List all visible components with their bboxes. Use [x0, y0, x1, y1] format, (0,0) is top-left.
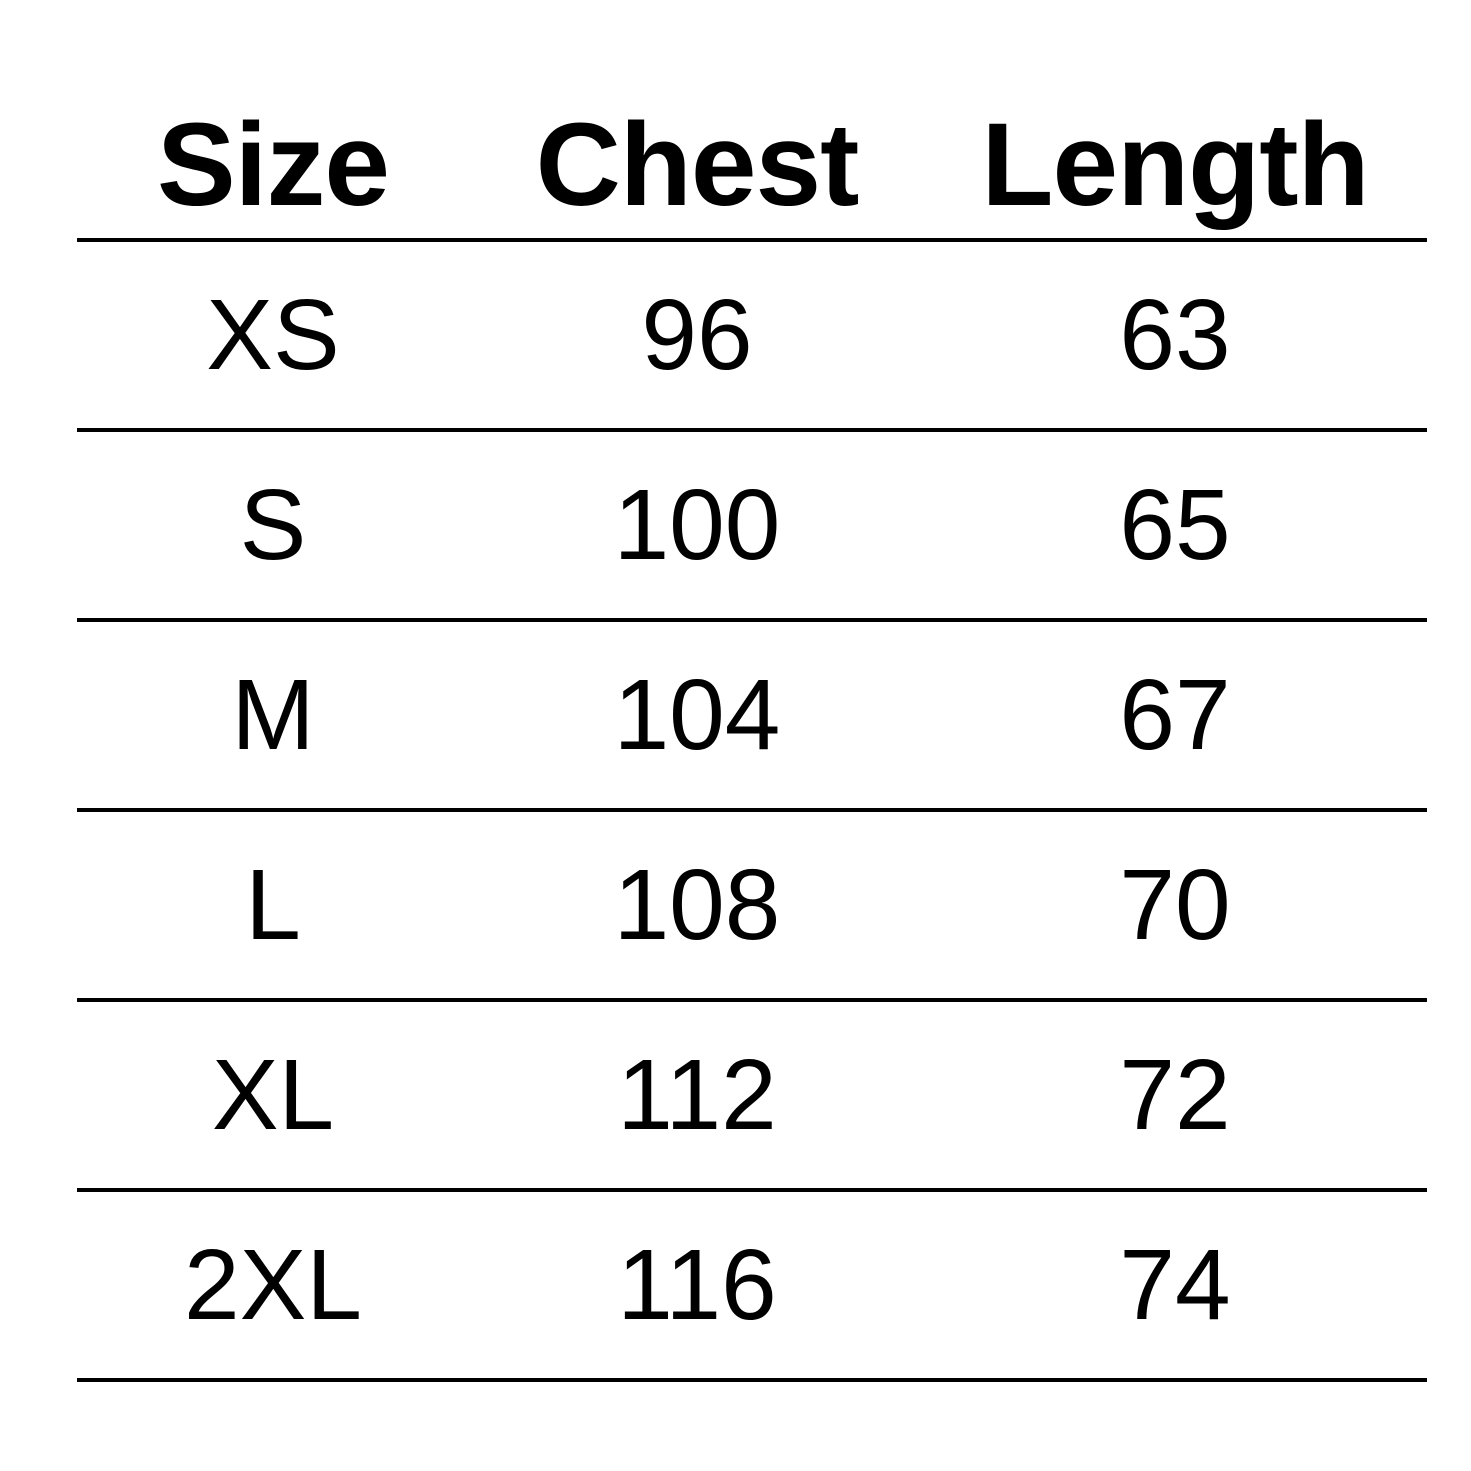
length-cell: 74 — [1119, 1228, 1231, 1341]
table-row: 2XL 116 74 — [77, 1190, 1427, 1380]
table-row: L 108 70 — [77, 810, 1427, 1000]
length-cell: 65 — [1119, 468, 1231, 581]
table-row: M 104 67 — [77, 620, 1427, 810]
divider — [77, 1378, 1427, 1382]
table-row: XS 96 63 — [77, 240, 1427, 430]
length-cell: 70 — [1119, 848, 1231, 961]
length-cell: 63 — [1119, 278, 1231, 391]
divider — [77, 618, 1427, 622]
divider — [77, 238, 1427, 242]
chest-cell: 104 — [613, 658, 781, 771]
divider — [77, 998, 1427, 1002]
header-length: Length — [981, 99, 1369, 231]
chest-cell: 108 — [613, 848, 781, 961]
header-size: Size — [156, 99, 390, 231]
chest-cell: 112 — [617, 1038, 777, 1151]
header-chest: Chest — [535, 99, 860, 231]
size-cell: XS — [206, 278, 340, 391]
length-cell: 72 — [1119, 1038, 1231, 1151]
size-cell: XL — [211, 1038, 335, 1151]
size-cell: M — [231, 658, 315, 771]
table-row: XL 112 72 — [77, 1000, 1427, 1190]
divider — [77, 808, 1427, 812]
chest-cell: 96 — [641, 278, 753, 391]
divider — [77, 1188, 1427, 1192]
size-cell: L — [245, 848, 301, 961]
divider — [77, 428, 1427, 432]
size-cell: 2XL — [184, 1228, 362, 1341]
chest-cell: 116 — [617, 1228, 777, 1341]
chest-cell: 100 — [613, 468, 781, 581]
size-cell: S — [239, 468, 307, 581]
table-row: S 100 65 — [77, 430, 1427, 620]
length-cell: 67 — [1119, 658, 1231, 771]
